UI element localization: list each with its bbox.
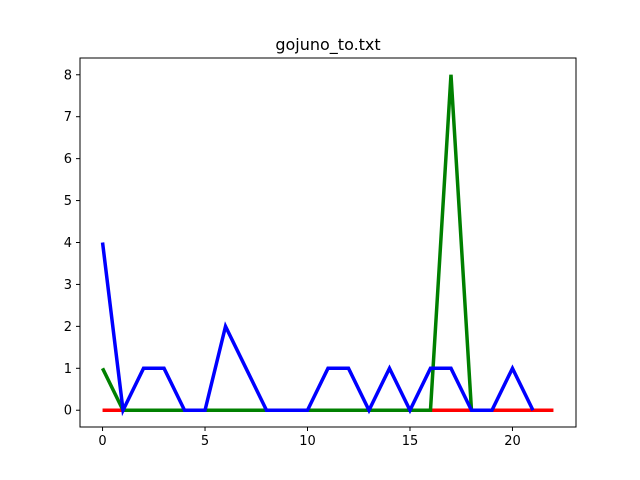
- y-tick-label: 8: [64, 68, 72, 83]
- chart-title: gojuno_to.txt: [275, 35, 380, 55]
- x-axis: 0 5 10 15 20: [98, 427, 521, 449]
- x-tick-label: 10: [299, 434, 316, 449]
- y-tick-label: 0: [64, 404, 72, 419]
- x-tick-label: 5: [201, 434, 209, 449]
- y-tick-label: 3: [64, 278, 72, 293]
- series-layer: [100, 74, 554, 417]
- y-tick-label: 2: [64, 320, 72, 335]
- y-tick-label: 7: [64, 110, 72, 125]
- y-tick-label: 5: [64, 194, 72, 209]
- x-tick-label: 15: [402, 434, 419, 449]
- y-axis: 0 1 2 3 4 5 6 7 8: [64, 68, 80, 419]
- x-tick-label: 20: [504, 434, 521, 449]
- y-tick-label: 1: [64, 362, 72, 377]
- y-tick-label: 6: [64, 152, 72, 167]
- y-tick-label: 4: [64, 236, 72, 251]
- series-line-3: [100, 242, 535, 417]
- x-tick-label: 0: [98, 434, 106, 449]
